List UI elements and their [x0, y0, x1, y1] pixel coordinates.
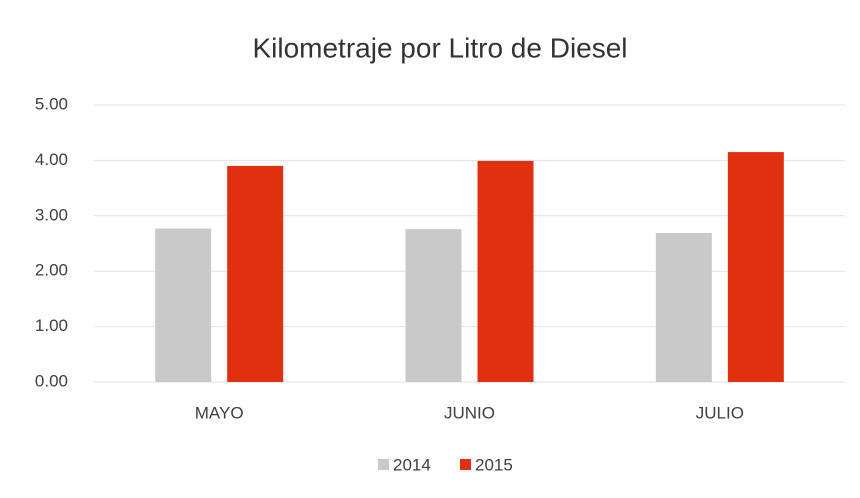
legend-label: 2014 [393, 455, 431, 474]
x-tick-label: JUNIO [444, 403, 495, 422]
y-tick-label: 1.00 [35, 316, 68, 335]
y-tick-label: 3.00 [35, 205, 68, 224]
bar [477, 160, 534, 382]
y-tick-label: 4.00 [35, 150, 68, 169]
x-tick-label: JULIO [696, 403, 744, 422]
legend-label: 2015 [475, 455, 513, 474]
bar [227, 165, 284, 382]
chart-title: Kilometraje por Litro de Diesel [252, 32, 627, 63]
bar [405, 229, 462, 382]
legend-swatch [378, 459, 389, 470]
legend-swatch [460, 459, 471, 470]
x-tick-label: MAYO [195, 403, 244, 422]
bar [727, 152, 784, 382]
y-tick-label: 5.00 [35, 94, 68, 113]
bar [655, 232, 712, 382]
y-tick-label: 0.00 [35, 371, 68, 390]
y-tick-label: 2.00 [35, 261, 68, 280]
bar [155, 228, 212, 382]
